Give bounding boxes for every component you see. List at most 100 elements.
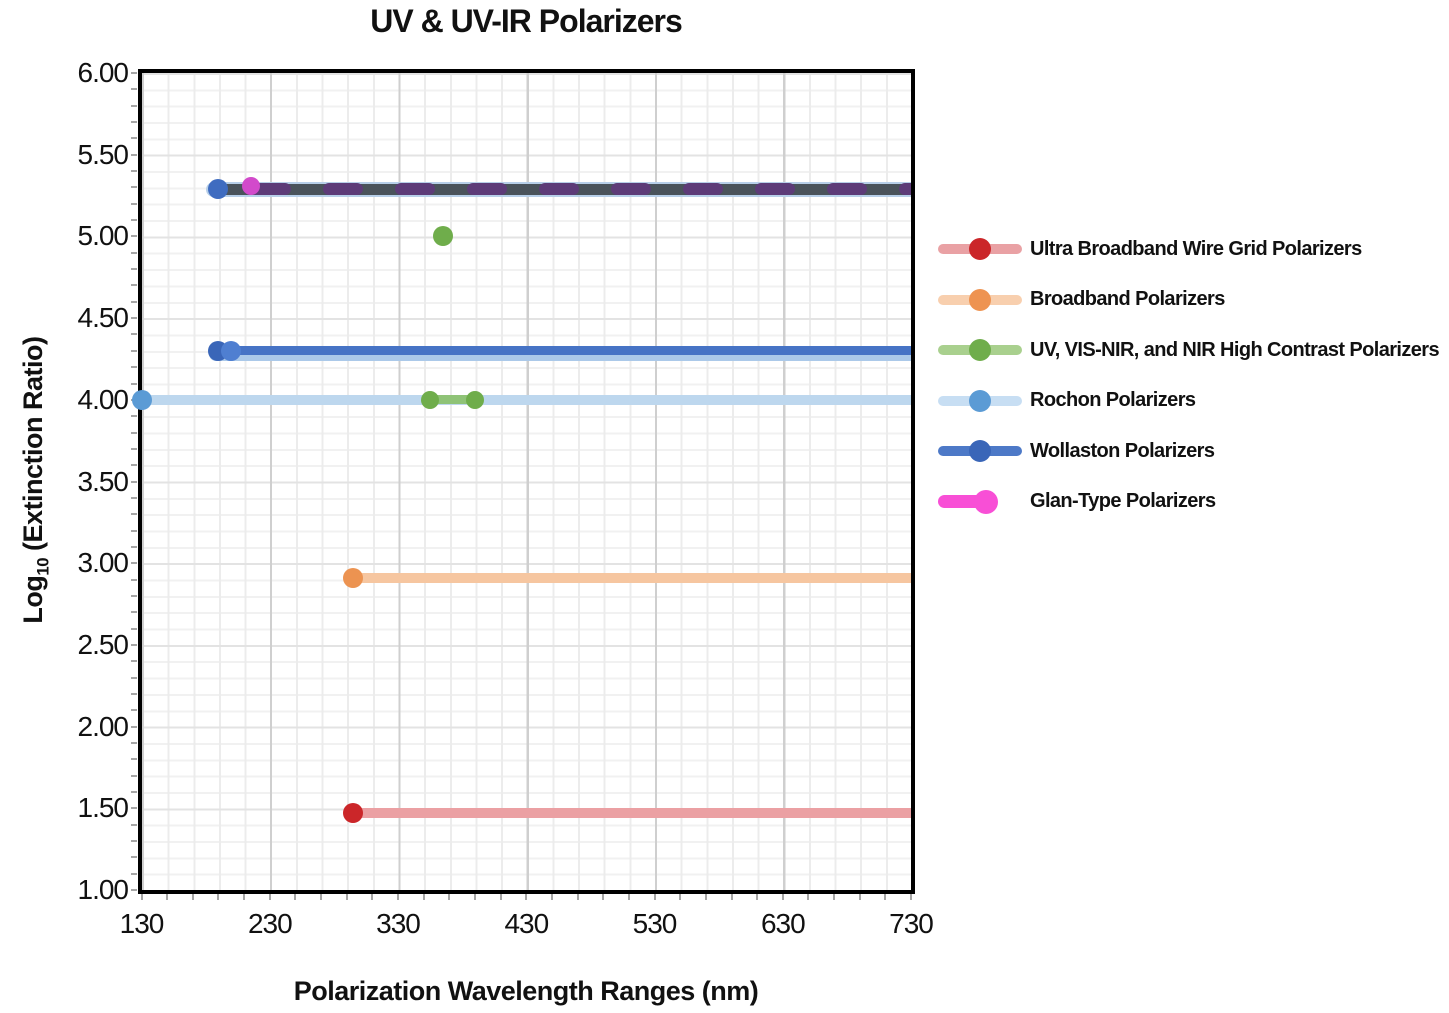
- y-axis-minor-tick: [131, 121, 137, 123]
- x-tick-label: 730: [889, 908, 934, 939]
- y-axis-minor-tick: [131, 170, 137, 172]
- wire-grid-line: [348, 808, 911, 819]
- y-axis-minor-tick: [131, 464, 137, 467]
- y-tick-label: 5.50: [77, 138, 130, 170]
- x-axis-minor-tick: [166, 894, 169, 900]
- x-tick-label: 530: [632, 908, 678, 939]
- y-axis-minor-tick: [131, 578, 137, 581]
- glan-type-dashes-dash: [610, 183, 651, 195]
- broadband-line: [348, 572, 911, 583]
- legend-label: UV, VIS-NIR, and NIR High Contrast Polar…: [1030, 338, 1440, 361]
- glan-type-dashes-dash: [538, 183, 579, 195]
- x-axis-minor-tick: [602, 894, 605, 900]
- x-axis-minor-tick: [730, 894, 733, 900]
- wire-grid-dot-295: [343, 803, 364, 824]
- legend-label: Broadband Polarizers: [1030, 288, 1225, 310]
- x-axis-minor-tick: [422, 894, 425, 900]
- y-axis-minor-tick: [131, 447, 137, 450]
- x-axis-minor-tick: [807, 894, 810, 900]
- y-axis-minor-tick: [131, 741, 137, 744]
- y-axis-title-prefix: Log: [18, 575, 48, 624]
- y-axis-title-suffix: (Extinction Ratio): [18, 336, 48, 558]
- x-tick-label: 630: [760, 908, 806, 939]
- glan-type-dashes-dash: [754, 183, 795, 195]
- glan-type-dashes-dash: [466, 183, 507, 195]
- x-axis-minor-tick: [576, 894, 579, 900]
- x-axis-minor-tick: [704, 894, 707, 900]
- legend-item-uv-vis-nir-high-contrast: UV, VIS-NIR, and NIR High Contrast Polar…: [938, 328, 1440, 372]
- y-axis-minor-tick: [131, 137, 137, 140]
- x-axis-minor-tick: [294, 894, 297, 900]
- plot-area: [137, 69, 915, 894]
- legend-dot-swatch: [969, 238, 991, 260]
- glan-type-dashes-dash: [250, 183, 291, 195]
- y-axis-minor-tick: [131, 104, 137, 107]
- glan-type-dot: [241, 176, 260, 195]
- legend-item-broadband: Broadband Polarizers: [938, 278, 1225, 322]
- x-axis-minor-tick: [653, 894, 656, 900]
- legend-dot-swatch: [974, 489, 998, 514]
- y-tick-label: 3.00: [77, 547, 130, 579]
- y-axis-minor-tick: [131, 431, 137, 434]
- x-axis-minor-tick: [550, 894, 553, 900]
- legend-item-glan-type: Glan-Type Polarizers: [938, 480, 1216, 524]
- wollaston-line: [211, 346, 911, 356]
- y-axis-minor-tick: [131, 268, 137, 271]
- y-axis-minor-tick: [131, 807, 137, 810]
- legend-item-rochon: Rochon Polarizers: [938, 379, 1196, 423]
- glan-type-dashes-dash: [682, 183, 723, 195]
- y-axis-title: Log10 (Extinction Ratio): [18, 260, 58, 700]
- rochon-line: [141, 394, 911, 405]
- y-axis-minor-tick: [131, 202, 137, 205]
- legend-dot-swatch: [969, 339, 991, 361]
- x-tick-label: 330: [376, 908, 421, 939]
- y-axis-minor-tick: [131, 529, 137, 532]
- x-tick-label: 430: [504, 908, 549, 939]
- x-tick-label: 230: [247, 908, 293, 939]
- legend-marker: [938, 287, 1026, 313]
- x-axis-minor-tick: [781, 894, 784, 900]
- x-axis-minor-tick: [884, 894, 887, 900]
- y-axis-minor-tick: [131, 611, 137, 614]
- y-tick-label: 2.50: [77, 628, 130, 660]
- y-axis-minor-tick: [131, 251, 137, 254]
- chart-title: UV & UV-IR Polarizers: [370, 3, 683, 39]
- legend-label: Ultra Broadband Wire Grid Polarizers: [1030, 237, 1362, 260]
- high-contrast-dot-355: [421, 390, 440, 409]
- high-contrast-dot-365: [432, 226, 453, 247]
- y-axis-minor-tick: [131, 889, 137, 891]
- glan-type-dashes-dash: [898, 183, 911, 195]
- y-tick-label: 2.00: [77, 710, 130, 742]
- x-axis-minor-tick: [217, 894, 220, 900]
- y-axis-minor-tick: [131, 366, 137, 369]
- y-axis-minor-tick: [131, 317, 137, 320]
- x-axis-minor-tick: [910, 894, 912, 900]
- y-axis-minor-tick: [131, 72, 137, 74]
- y-axis-minor-tick: [131, 692, 137, 695]
- y-tick-label: 3.50: [77, 465, 130, 497]
- legend-item-ultra-broadband-wire-grid: Ultra Broadband Wire Grid Polarizers: [938, 227, 1362, 271]
- legend-marker: [938, 489, 1026, 515]
- legend-item-wollaston: Wollaston Polarizers: [938, 429, 1215, 473]
- y-axis-title-subscript: 10: [33, 557, 53, 576]
- x-axis-minor-tick: [679, 894, 682, 900]
- y-tick-label: 1.00: [77, 874, 130, 905]
- y-axis-minor-tick: [131, 562, 137, 565]
- legend-label: Glan-Type Polarizers: [1030, 490, 1216, 512]
- y-axis-minor-tick: [131, 496, 137, 499]
- x-axis-minor-tick: [756, 894, 759, 900]
- x-axis-minor-tick: [448, 894, 451, 900]
- legend-label: Wollaston Polarizers: [1030, 439, 1215, 462]
- y-axis-minor-tick: [131, 643, 137, 646]
- legend-dot-swatch: [969, 440, 991, 462]
- x-axis-minor-tick: [473, 894, 476, 900]
- y-axis-minor-tick: [131, 660, 137, 663]
- x-tick-label: 130: [119, 908, 165, 939]
- y-axis-minor-tick: [131, 300, 137, 303]
- x-axis-minor-tick: [525, 894, 528, 900]
- rochon-dot-130: [131, 389, 152, 410]
- x-axis-minor-tick: [397, 894, 399, 900]
- x-axis-minor-tick: [627, 894, 630, 900]
- y-axis-minor-tick: [131, 676, 137, 679]
